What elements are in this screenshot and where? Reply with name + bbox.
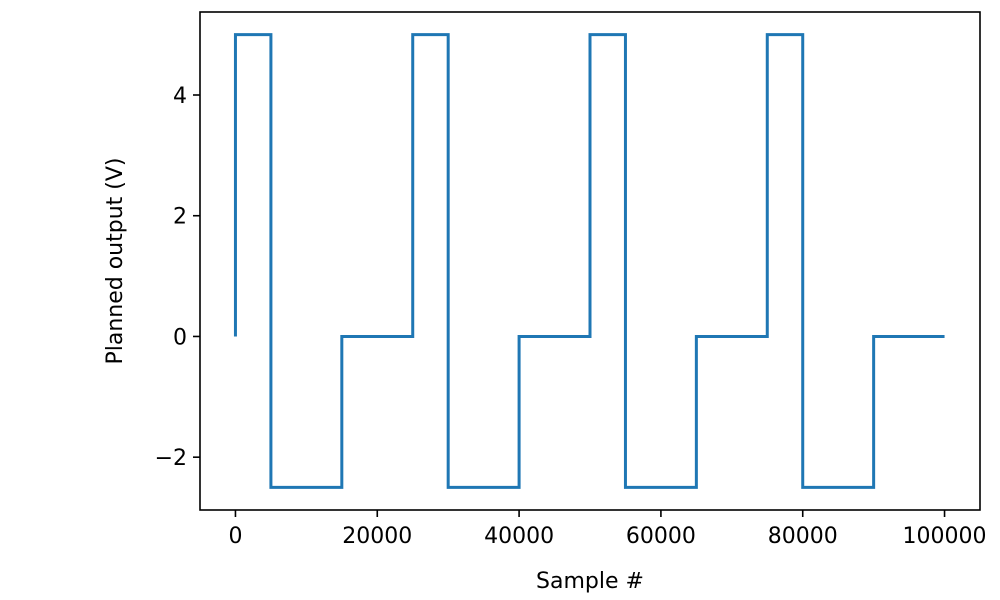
- plot-area: [233, 33, 945, 489]
- x-tick-label: 80000: [768, 524, 838, 549]
- y-tick-label: 0: [173, 325, 187, 350]
- y-axis: −2 0 2 4: [155, 84, 200, 471]
- x-axis-label: Sample #: [536, 569, 644, 594]
- x-tick-label: 0: [228, 524, 242, 549]
- axes-frame: [199, 11, 981, 511]
- x-tick-label: 40000: [484, 524, 554, 549]
- series-line-0: [233, 33, 945, 489]
- x-axis: 0 20000 40000 60000 80000 100000: [228, 510, 987, 549]
- y-tick-label: 2: [173, 205, 187, 230]
- y-tick-label: −2: [155, 446, 187, 471]
- y-tick-label: 4: [173, 84, 187, 109]
- y-axis-label: Planned output (V): [103, 157, 128, 364]
- x-tick-label: 60000: [626, 524, 696, 549]
- x-tick-label: 20000: [342, 524, 412, 549]
- x-tick-label: 100000: [903, 524, 987, 549]
